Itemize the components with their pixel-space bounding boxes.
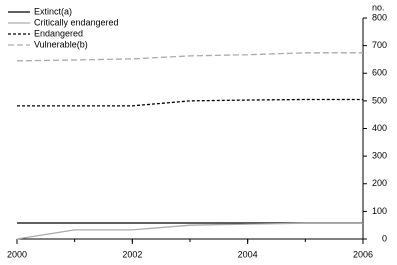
x-tick-label: 2000: [7, 249, 27, 259]
x-tick-label: 2006: [353, 249, 373, 259]
y-tick-label: 800: [372, 12, 387, 22]
series-line: [16, 222, 363, 240]
y-tick-label: 600: [372, 68, 387, 78]
y-tick-label: 100: [372, 206, 387, 216]
y-tick-label: 400: [372, 123, 387, 133]
series-line: [17, 98, 363, 107]
y-tick-label: 300: [372, 151, 387, 161]
series-line: [16, 52, 363, 62]
x-tick-label: 2002: [122, 249, 142, 259]
legend-label: Vulnerable(b): [34, 39, 88, 49]
y-tick-label: 700: [372, 40, 387, 50]
legend-label: Endangered: [34, 28, 83, 38]
x-tick-label: 2004: [238, 249, 258, 259]
y-tick-label: 0: [382, 233, 387, 243]
y-tick-label: 200: [372, 178, 387, 188]
legend-label: Extinct(a): [34, 6, 72, 16]
y-tick-label: 500: [372, 95, 387, 105]
legend-label: Critically endangered: [34, 17, 119, 27]
y-axis-unit: no.: [372, 2, 385, 12]
